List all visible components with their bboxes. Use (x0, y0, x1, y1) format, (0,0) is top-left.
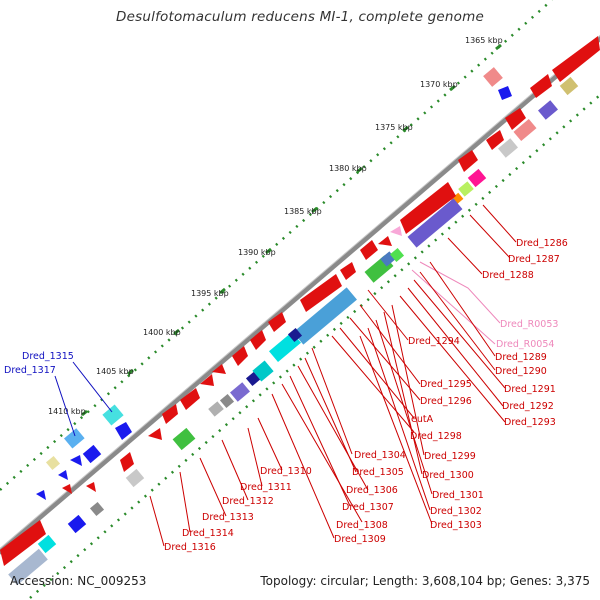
gene-label-dred-1315[interactable]: Dred_1315 (22, 351, 74, 362)
gene-label-dred-1311[interactable]: Dred_1311 (240, 482, 292, 493)
gene-label-dred-1302[interactable]: Dred_1302 (430, 506, 482, 517)
inner-ruler-dots (29, 94, 600, 599)
tick-label-1395: 1395 kbp (191, 289, 229, 298)
gene-label-dred-1300[interactable]: Dred_1300 (422, 470, 474, 481)
gene-label-dred-1314[interactable]: Dred_1314 (182, 528, 234, 539)
accession-text: Accession: NC_009253 (10, 574, 147, 588)
gene-label-dred-1296[interactable]: Dred_1296 (420, 396, 472, 407)
gene-label-dred-1299[interactable]: Dred_1299 (424, 451, 476, 462)
feature-track-forward (0, 36, 600, 586)
gene-label-dred-1291[interactable]: Dred_1291 (504, 384, 556, 395)
gene-label-dred-1307[interactable]: Dred_1307 (342, 502, 394, 513)
gene-label-dred-1310[interactable]: Dred_1310 (260, 466, 312, 477)
gene-label-dred-1313[interactable]: Dred_1313 (202, 512, 254, 523)
gene-label-dred-1298[interactable]: Dred_1298 (410, 431, 462, 442)
gene-label-dred-1294[interactable]: Dred_1294 (408, 336, 460, 347)
leader-lines (54, 204, 517, 547)
tick-label-1405: 1405 kbp (96, 367, 134, 376)
backbone-line (0, 35, 600, 555)
gene-label-dred-1290[interactable]: Dred_1290 (495, 366, 547, 377)
gene-label-dred-1306[interactable]: Dred_1306 (346, 485, 398, 496)
tick-label-1375: 1375 kbp (375, 123, 413, 132)
tick-label-1370: 1370 kbp (420, 80, 458, 89)
gene-label-dred-1286[interactable]: Dred_1286 (516, 238, 568, 249)
gene-label-dred-1316[interactable]: Dred_1316 (164, 542, 216, 553)
outer-ruler-ticks (81, 43, 502, 417)
tick-label-1380: 1380 kbp (329, 164, 367, 173)
gene-label-dred-1293[interactable]: Dred_1293 (504, 417, 556, 428)
outer-ruler-dots (0, 0, 553, 491)
gene-label-dred-r0054[interactable]: Dred_R0054 (496, 339, 554, 350)
gene-label-dred-1309[interactable]: Dred_1309 (334, 534, 386, 545)
gene-label-dred-1301[interactable]: Dred_1301 (432, 490, 484, 501)
map-title: Desulfotomaculum reducens MI-1, complete… (116, 9, 484, 25)
gene-label-dred-1292[interactable]: Dred_1292 (502, 401, 554, 412)
gene-label-dred-1304[interactable]: Dred_1304 (354, 450, 406, 461)
gene-label-dred-1288[interactable]: Dred_1288 (482, 270, 534, 281)
gene-label-dred-1295[interactable]: Dred_1295 (420, 379, 472, 390)
gene-label-dred-r0053[interactable]: Dred_R0053 (500, 319, 558, 330)
tick-label-1385: 1385 kbp (284, 207, 322, 216)
tick-label-1390: 1390 kbp (238, 248, 276, 257)
tick-label-1365: 1365 kbp (465, 36, 503, 45)
gene-label-dred-1303[interactable]: Dred_1303 (430, 520, 482, 531)
gene-label-dred-1287[interactable]: Dred_1287 (508, 254, 560, 265)
feature-track-reverse (36, 67, 512, 500)
gene-label-dred-1305[interactable]: Dred_1305 (352, 467, 404, 478)
gene-label-dred-1317[interactable]: Dred_1317 (4, 365, 56, 376)
tick-label-1400: 1400 kbp (143, 328, 181, 337)
gene-label-dred-1312[interactable]: Dred_1312 (222, 496, 274, 507)
gene-label-dred-1308[interactable]: Dred_1308 (336, 520, 388, 531)
backbone-highlight (0, 34, 600, 550)
genome-summary-text: Topology: circular; Length: 3,608,104 bp… (260, 574, 590, 588)
gene-label-dred-1289[interactable]: Dred_1289 (495, 352, 547, 363)
gene-label-euta[interactable]: eutA (411, 414, 434, 425)
